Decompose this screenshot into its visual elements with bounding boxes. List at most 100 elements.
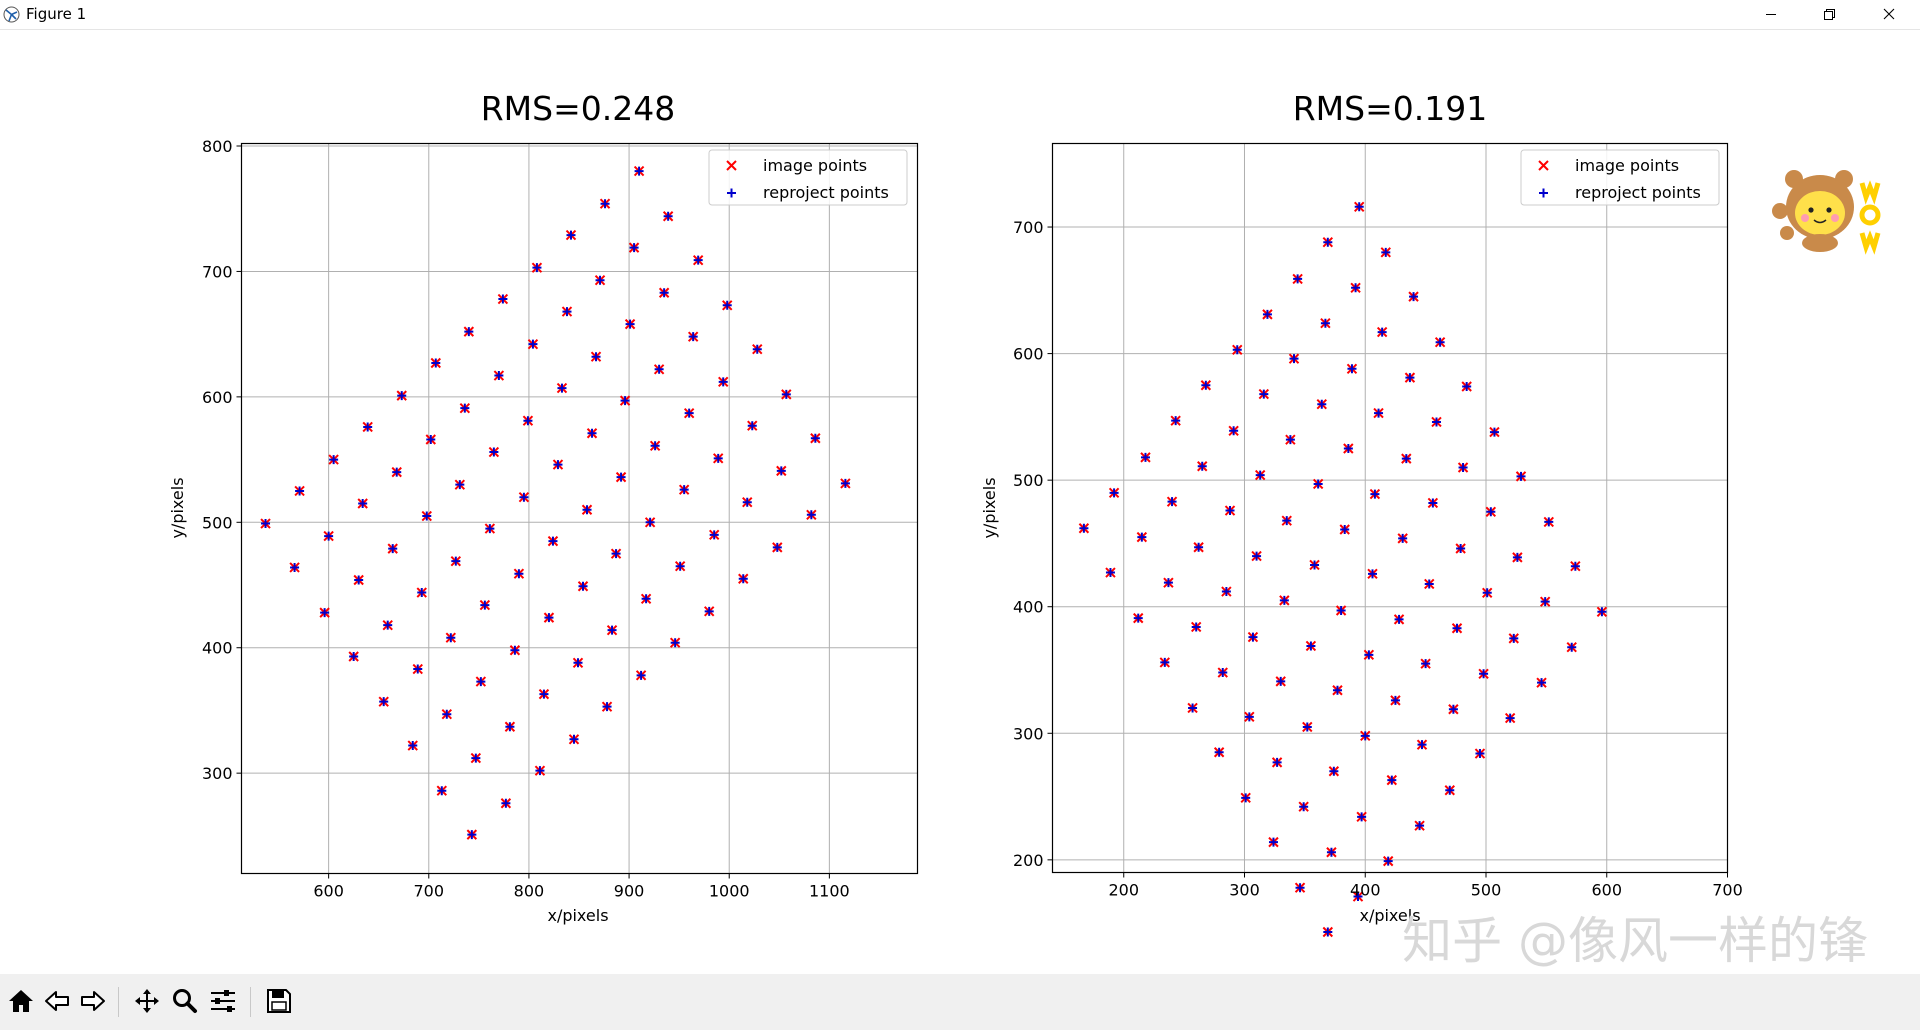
reproject-point bbox=[679, 485, 689, 495]
y-tick-label: 200 bbox=[1013, 851, 1044, 870]
reproject-point bbox=[573, 658, 583, 668]
minimize-button[interactable] bbox=[1748, 0, 1794, 29]
reproject-point bbox=[1452, 623, 1462, 633]
x-tick-label: 900 bbox=[614, 882, 645, 901]
reproject-point bbox=[1332, 685, 1342, 695]
reproject-point bbox=[1475, 749, 1485, 759]
zoom-button[interactable] bbox=[168, 983, 202, 1019]
reproject-point bbox=[451, 556, 461, 566]
reproject-point bbox=[1140, 452, 1150, 462]
matplotlib-app-icon bbox=[3, 6, 20, 23]
x-tick-label: 600 bbox=[313, 882, 344, 901]
back-button[interactable] bbox=[40, 983, 74, 1019]
reproject-point bbox=[553, 460, 563, 470]
reproject-point bbox=[747, 421, 757, 431]
axis-ticks: 600 700 800 900 1000 1100 300 400 500 600 700 800 bbox=[202, 137, 850, 900]
reproject-point bbox=[464, 327, 474, 337]
reproject-point bbox=[684, 408, 694, 418]
reproject-point bbox=[532, 263, 542, 273]
reproject-point bbox=[501, 798, 511, 808]
figure-canvas[interactable]: RMS=0.248 600 700 800 900 1000 1100 300 400 500 6… bbox=[0, 30, 1920, 974]
y-tick-label: 500 bbox=[202, 513, 233, 532]
y-tick-label: 700 bbox=[202, 262, 233, 281]
reproject-point bbox=[636, 670, 646, 680]
reproject-point bbox=[1302, 722, 1312, 732]
reproject-point bbox=[1221, 587, 1231, 597]
reproject-point bbox=[645, 517, 655, 527]
reproject-point bbox=[1171, 416, 1181, 426]
chart-title: RMS=0.248 bbox=[481, 89, 675, 128]
reproject-point bbox=[1282, 516, 1292, 526]
reproject-point bbox=[408, 741, 418, 751]
reproject-point bbox=[1285, 435, 1295, 445]
reproject-point bbox=[1421, 659, 1431, 669]
subplot-right: RMS=0.191 200 300 400 500 600 700 200 300 400 500… bbox=[980, 89, 1743, 938]
reproject-point bbox=[1417, 740, 1427, 750]
y-tick-label: 800 bbox=[202, 137, 233, 156]
configure-subplots-button[interactable] bbox=[206, 983, 240, 1019]
reproject-point bbox=[675, 561, 685, 571]
reproject-point bbox=[595, 275, 605, 285]
reproject-point bbox=[611, 549, 621, 559]
legend: image points reproject points bbox=[1520, 149, 1720, 206]
x-tick-label: 700 bbox=[414, 882, 445, 901]
reproject-point bbox=[1394, 614, 1404, 624]
reproject-point bbox=[1326, 847, 1336, 857]
reproject-point bbox=[1353, 892, 1363, 902]
reproject-point bbox=[1268, 837, 1278, 847]
reproject-point bbox=[562, 307, 572, 317]
reproject-point bbox=[569, 734, 579, 744]
reproject-point bbox=[1354, 202, 1364, 212]
reproject-point bbox=[1163, 578, 1173, 588]
reproject-point bbox=[1435, 337, 1445, 347]
reproject-point bbox=[1489, 427, 1499, 437]
reproject-point bbox=[738, 574, 748, 584]
reproject-point bbox=[261, 519, 271, 529]
forward-button[interactable] bbox=[76, 983, 110, 1019]
reproject-point bbox=[1244, 712, 1254, 722]
reproject-point bbox=[1295, 883, 1305, 893]
reproject-point bbox=[1109, 488, 1119, 498]
reproject-point bbox=[1137, 532, 1147, 542]
reproject-point bbox=[557, 383, 567, 393]
forward-arrow-icon bbox=[81, 991, 105, 1011]
legend-label-reproject-points: reproject points bbox=[1575, 183, 1701, 202]
reproject-point bbox=[358, 498, 368, 508]
reproject-point bbox=[1320, 318, 1330, 328]
reproject-point bbox=[1317, 399, 1327, 409]
reproject-point bbox=[578, 581, 588, 591]
reproject-point bbox=[392, 467, 402, 477]
reproject-point bbox=[654, 364, 664, 374]
reproject-point bbox=[1340, 525, 1350, 535]
reproject-point bbox=[523, 416, 533, 426]
subplot-left: RMS=0.248 600 700 800 900 1000 11003004005006… bbox=[168, 89, 919, 925]
y-tick-label: 400 bbox=[1013, 598, 1044, 617]
reproject-point bbox=[476, 677, 486, 687]
reproject-point bbox=[1313, 479, 1323, 489]
reproject-point bbox=[713, 453, 723, 463]
reproject-point bbox=[544, 613, 554, 623]
pan-button[interactable] bbox=[130, 983, 164, 1019]
home-button[interactable] bbox=[4, 983, 38, 1019]
restore-button[interactable] bbox=[1806, 0, 1852, 29]
reproject-point bbox=[1390, 695, 1400, 705]
reproject-point bbox=[1343, 444, 1353, 454]
zoom-icon bbox=[173, 989, 197, 1013]
reproject-point bbox=[1293, 274, 1303, 284]
reproject-point bbox=[1516, 471, 1526, 481]
reproject-point bbox=[1381, 247, 1391, 257]
reproject-point bbox=[519, 492, 529, 502]
toolbar-separator bbox=[250, 987, 251, 1017]
y-axis-label: y/pixels bbox=[980, 477, 999, 538]
reproject-point bbox=[616, 472, 626, 482]
legend: image points reproject points bbox=[708, 149, 908, 206]
reproject-point bbox=[1232, 345, 1242, 355]
close-button[interactable] bbox=[1866, 0, 1912, 29]
reproject-point bbox=[1259, 389, 1269, 399]
reproject-point bbox=[1537, 678, 1547, 688]
reproject-point bbox=[1167, 497, 1177, 507]
save-button[interactable] bbox=[262, 983, 296, 1019]
reproject-point bbox=[1512, 552, 1522, 562]
x-axis-label: x/pixels bbox=[1359, 906, 1420, 925]
reproject-point bbox=[772, 542, 782, 552]
